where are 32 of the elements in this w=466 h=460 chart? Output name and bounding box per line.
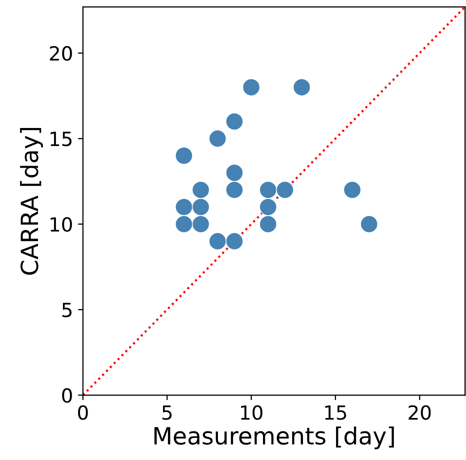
y-tick-label: 0 [62, 388, 72, 403]
y-tick-label: 15 [50, 132, 72, 146]
point [226, 164, 244, 182]
point [259, 215, 277, 233]
point [192, 198, 210, 216]
point [192, 181, 210, 199]
point [242, 78, 260, 96]
point [192, 215, 210, 233]
point [208, 130, 226, 148]
x-tick-label: 0 [78, 405, 88, 420]
y-tick-label: 5 [62, 302, 72, 318]
point [175, 198, 193, 216]
x-axis-title: Measurements [day] [154, 426, 394, 450]
x-tick-label: 5 [162, 405, 172, 420]
point [360, 215, 378, 233]
point [343, 181, 362, 199]
point [259, 181, 277, 199]
point [226, 232, 244, 250]
y-tick-label: 20 [50, 46, 72, 61]
y-axis-title: CARRA [day] [20, 128, 43, 275]
point [175, 215, 193, 233]
point [259, 198, 277, 216]
point [276, 181, 294, 199]
point [175, 146, 193, 165]
point [226, 181, 244, 199]
point [226, 112, 244, 130]
x-tick-label: 20 [408, 405, 431, 420]
point [292, 78, 311, 96]
point [208, 232, 226, 250]
y-tick-label: 10 [50, 217, 72, 232]
x-tick-label: 15 [325, 405, 346, 420]
x-tick-label: 10 [241, 405, 262, 420]
